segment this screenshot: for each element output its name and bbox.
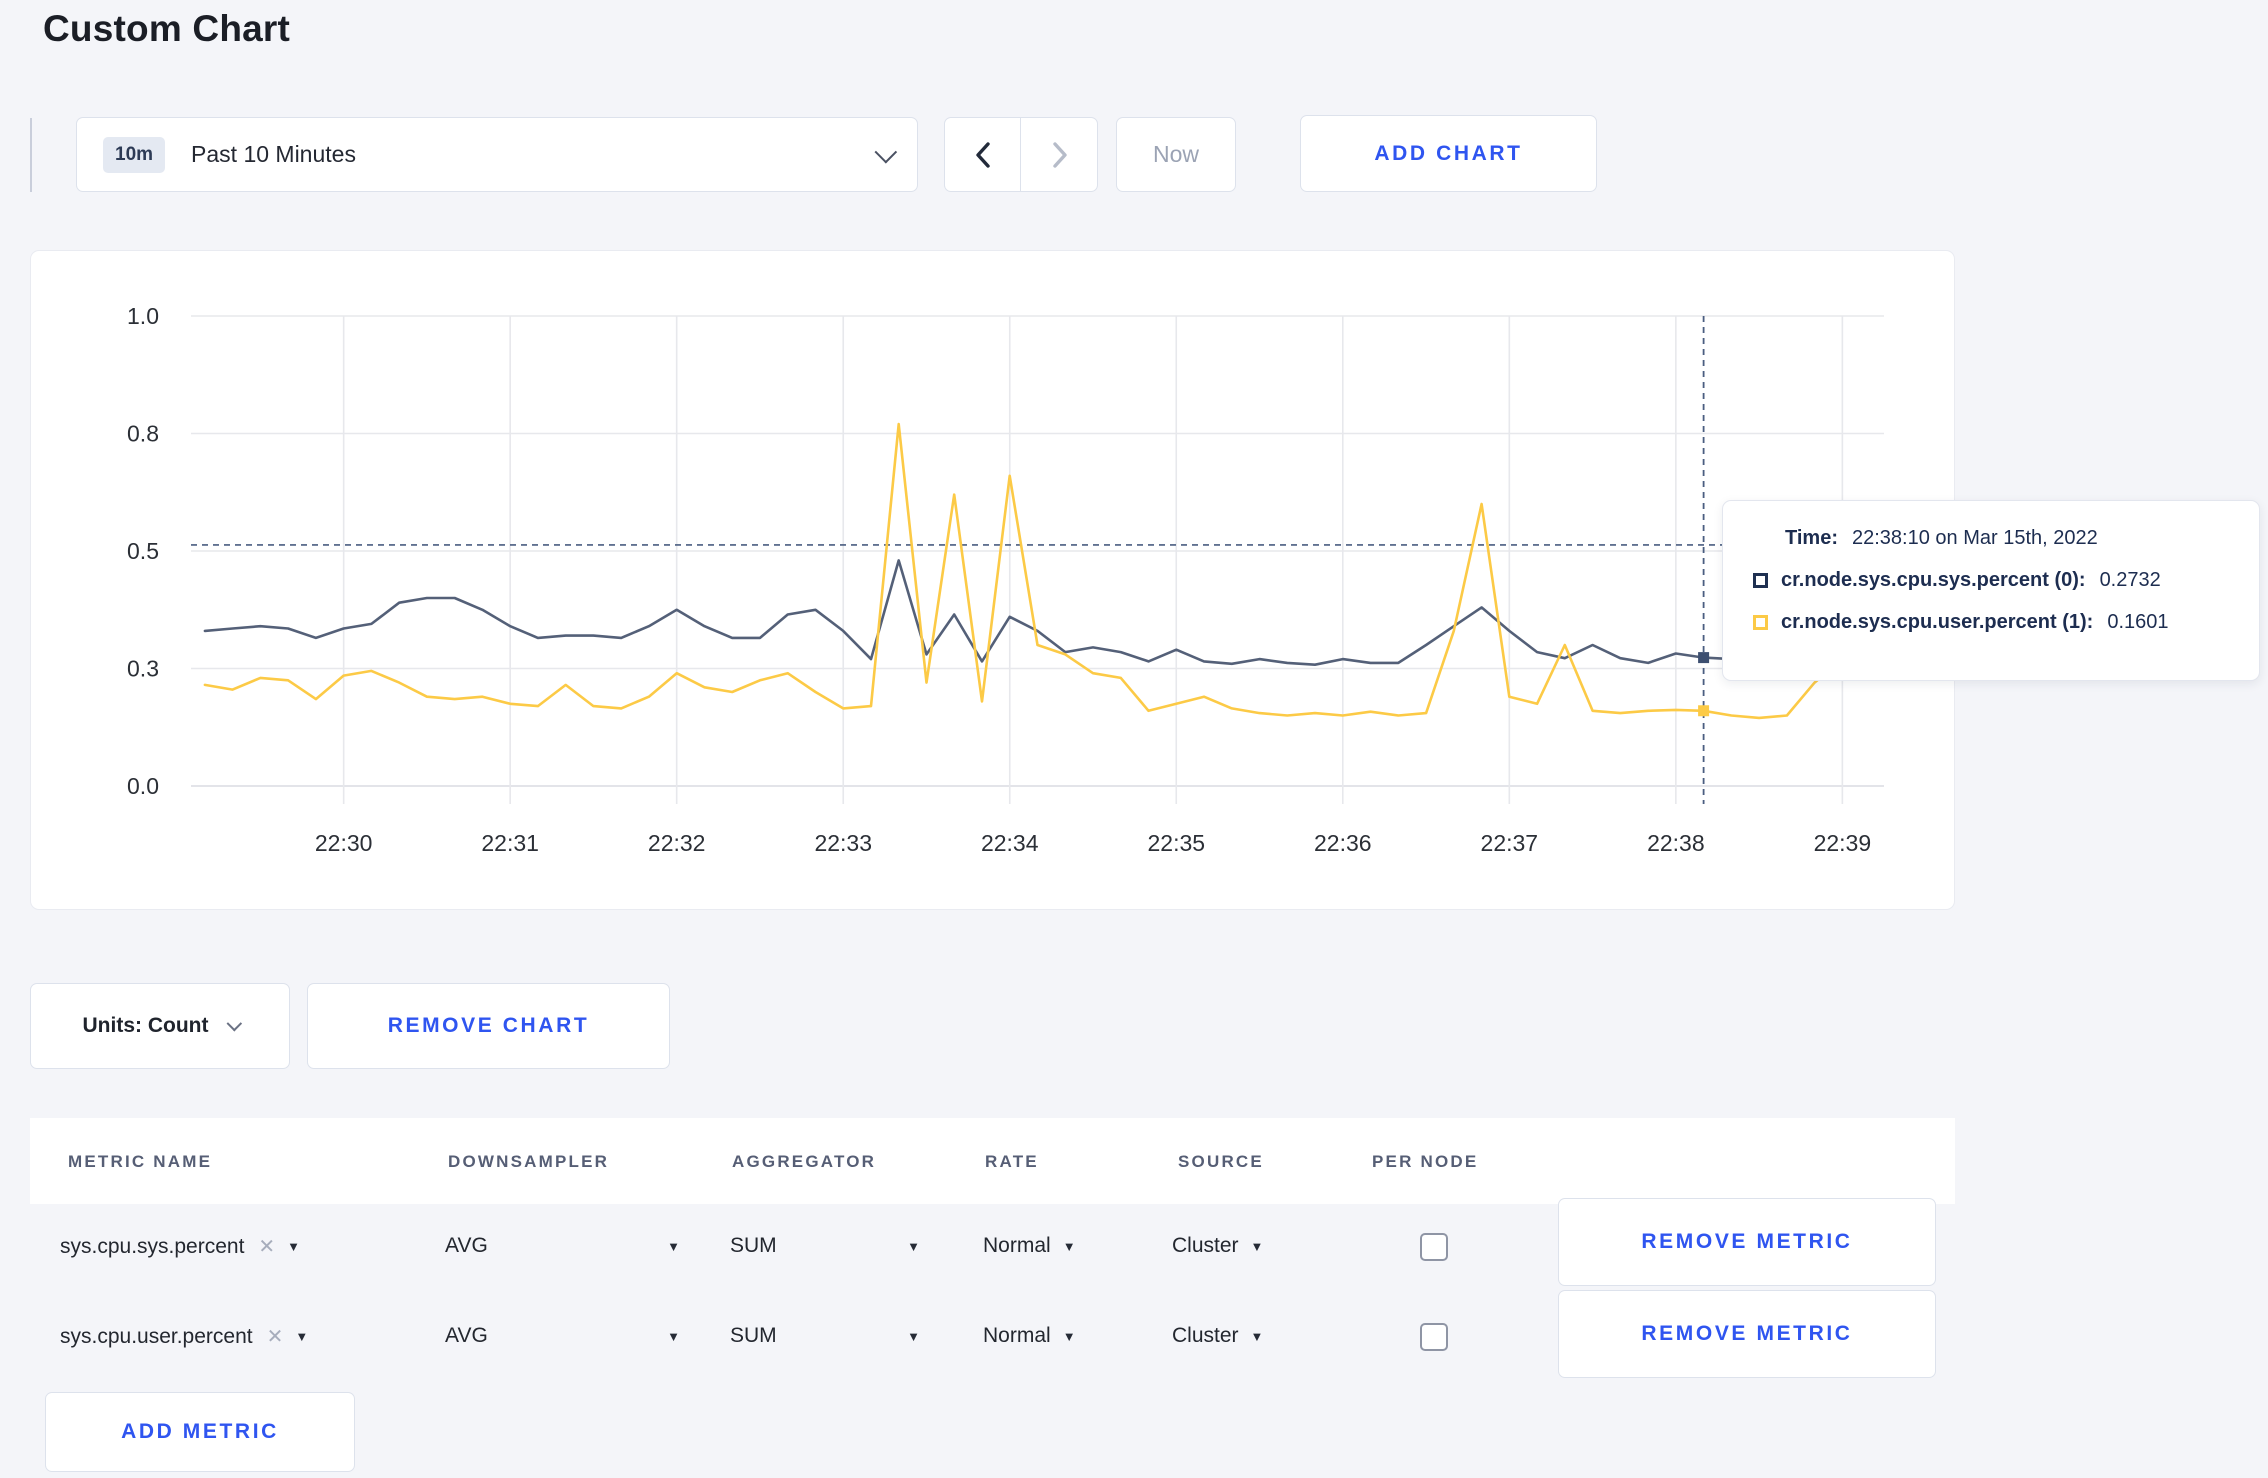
time-range-dropdown[interactable]: 10m Past 10 Minutes <box>76 117 918 192</box>
time-range-badge: 10m <box>103 136 166 173</box>
x-tick-label: 22:36 <box>1314 830 1372 856</box>
x-tick-label: 22:33 <box>814 830 872 856</box>
source-select[interactable]: Cluster ▼ <box>1172 1324 1263 1348</box>
page-title: Custom Chart <box>43 8 291 49</box>
remove-metric-x-icon[interactable]: ✕ <box>258 1236 276 1258</box>
aggregator-select[interactable]: SUM ▼ <box>730 1324 920 1348</box>
caret-down-icon: ▼ <box>1062 1238 1076 1254</box>
x-tick-label: 22:30 <box>315 830 373 856</box>
caret-down-icon: ▼ <box>907 1238 920 1254</box>
user-series-swatch-icon <box>1753 615 1768 630</box>
source-value: Cluster <box>1172 1324 1239 1347</box>
caret-down-icon: ▼ <box>1250 1328 1264 1344</box>
source-value: Cluster <box>1172 1234 1239 1257</box>
col-metric-name: METRIC NAME <box>68 1152 213 1171</box>
rate-value: Normal <box>983 1324 1051 1347</box>
x-tick-label: 22:32 <box>648 830 706 856</box>
downsampler-value: AVG <box>445 1234 488 1257</box>
metric-row: sys.cpu.user.percent ✕ ▼ AVG ▼ SUM ▼ Nor… <box>30 1290 1955 1388</box>
aggregator-value: SUM <box>730 1324 777 1347</box>
remove-metric-x-icon[interactable]: ✕ <box>266 1326 284 1348</box>
tooltip-time-value: 22:38:10 on Mar 15th, 2022 <box>1851 527 2098 549</box>
chevron-down-icon <box>227 1015 243 1031</box>
tooltip-user-label: cr.node.sys.cpu.user.percent (1): <box>1781 611 2094 633</box>
per-node-checkbox[interactable] <box>1420 1233 1448 1261</box>
caret-down-icon: ▼ <box>667 1328 680 1344</box>
tooltip-time-label: Time: <box>1785 527 1838 549</box>
aggregator-select[interactable]: SUM ▼ <box>730 1234 920 1258</box>
y-tick-label: 0.5 <box>127 538 159 564</box>
aggregator-value: SUM <box>730 1234 777 1257</box>
remove-metric-button[interactable]: REMOVE METRIC <box>1558 1290 1936 1378</box>
col-source: SOURCE <box>1178 1152 1264 1171</box>
x-tick-label: 22:37 <box>1481 830 1539 856</box>
time-range-label: Past 10 Minutes <box>191 141 356 167</box>
caret-down-icon: ▼ <box>1250 1238 1264 1254</box>
y-tick-label: 0.0 <box>127 773 159 799</box>
y-tick-label: 0.3 <box>127 656 159 682</box>
caret-down-icon: ▼ <box>287 1239 301 1254</box>
downsampler-select[interactable]: AVG ▼ <box>445 1234 680 1258</box>
remove-chart-button[interactable]: REMOVE CHART <box>307 983 670 1069</box>
rate-select[interactable]: Normal ▼ <box>983 1234 1076 1258</box>
metric-name-select[interactable]: sys.cpu.sys.percent ✕ ▼ <box>60 1234 300 1259</box>
remove-metric-button[interactable]: REMOVE METRIC <box>1558 1198 1936 1286</box>
x-tick-label: 22:35 <box>1147 830 1205 856</box>
chevron-left-icon <box>975 141 990 168</box>
caret-down-icon: ▼ <box>907 1328 920 1344</box>
metric-name-value: sys.cpu.sys.percent <box>60 1234 245 1258</box>
chart-card: 0.0 0.3 0.5 0.8 1.0 22:30 22:31 22:32 22:33 22:34… <box>30 250 1955 910</box>
units-label: Units: Count <box>82 1014 209 1037</box>
x-tick-label: 22:38 <box>1647 830 1705 856</box>
prev-time-button[interactable] <box>945 118 1021 191</box>
caret-down-icon: ▼ <box>295 1329 309 1344</box>
tooltip-sys-label: cr.node.sys.cpu.sys.percent (0): <box>1781 569 2086 591</box>
rate-value: Normal <box>983 1234 1051 1257</box>
col-per-node: PER NODE <box>1372 1152 1479 1171</box>
add-metric-button[interactable]: ADD METRIC <box>45 1392 355 1472</box>
sys-series-swatch-icon <box>1753 573 1768 588</box>
downsampler-select[interactable]: AVG ▼ <box>445 1324 680 1348</box>
y-tick-label: 0.8 <box>127 421 159 447</box>
rate-select[interactable]: Normal ▼ <box>983 1324 1076 1348</box>
metrics-table-header: METRIC NAME DOWNSAMPLER AGGREGATOR RATE … <box>30 1118 1955 1204</box>
source-select[interactable]: Cluster ▼ <box>1172 1234 1263 1258</box>
now-button[interactable]: Now <box>1116 117 1236 192</box>
downsampler-value: AVG <box>445 1324 488 1347</box>
cpu-usage-chart[interactable]: 0.0 0.3 0.5 0.8 1.0 22:30 22:31 22:32 22:33 22:34… <box>31 251 1953 908</box>
x-tick-label: 22:39 <box>1814 830 1872 856</box>
col-rate: RATE <box>985 1152 1039 1171</box>
x-tick-label: 22:31 <box>481 830 539 856</box>
chevron-right-icon <box>1053 141 1067 168</box>
tooltip-user-value: 0.1601 <box>2107 611 2169 633</box>
metric-row: sys.cpu.sys.percent ✕ ▼ AVG ▼ SUM ▼ Norm… <box>30 1198 1955 1296</box>
next-time-button[interactable] <box>1021 118 1097 191</box>
time-step-buttons <box>944 117 1098 192</box>
chart-hover-tooltip: Time: 22:38:10 on Mar 15th, 2022 cr.node… <box>1722 500 2260 681</box>
tooltip-sys-value: 0.2732 <box>2099 569 2161 591</box>
metric-name-value: sys.cpu.user.percent <box>60 1324 253 1348</box>
x-tick-label: 22:34 <box>981 830 1039 856</box>
add-chart-button[interactable]: ADD CHART <box>1300 115 1597 192</box>
y-tick-label: 1.0 <box>127 303 159 329</box>
metric-name-select[interactable]: sys.cpu.user.percent ✕ ▼ <box>60 1324 308 1349</box>
units-dropdown[interactable]: Units: Count <box>30 983 290 1069</box>
col-downsampler: DOWNSAMPLER <box>448 1152 610 1171</box>
toolbar-divider <box>30 118 32 192</box>
per-node-checkbox[interactable] <box>1420 1323 1448 1351</box>
caret-down-icon: ▼ <box>667 1238 680 1254</box>
caret-down-icon: ▼ <box>1062 1328 1076 1344</box>
col-aggregator: AGGREGATOR <box>732 1152 877 1171</box>
chevron-down-icon <box>874 140 898 163</box>
